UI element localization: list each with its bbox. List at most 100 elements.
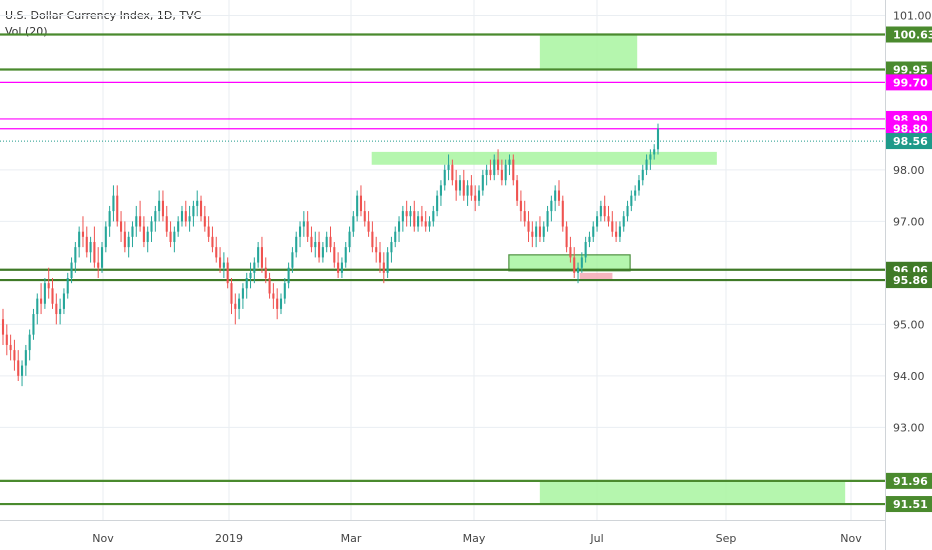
candle: [656, 123, 660, 155]
time-axis-tick-label: May: [463, 532, 486, 545]
candle: [169, 221, 172, 248]
price-level-badge-label: 99.95: [893, 64, 928, 77]
candle: [158, 190, 161, 222]
candle: [241, 283, 244, 309]
candle: [199, 195, 203, 222]
candle: [417, 211, 420, 232]
candle: [70, 257, 73, 284]
price-level-badge-bg: [886, 120, 932, 137]
candle-body: [5, 334, 8, 345]
candle-body: [226, 262, 229, 284]
candle: [401, 205, 404, 232]
candle-body: [199, 200, 203, 217]
candle-body: [538, 226, 541, 237]
candle: [139, 200, 142, 232]
candle-body: [497, 159, 500, 170]
candle-body: [127, 236, 130, 248]
candle: [203, 205, 206, 232]
candle-body: [397, 221, 401, 232]
price-level-badge-bg: [886, 61, 932, 78]
candle: [74, 241, 77, 273]
candle: [466, 180, 469, 206]
candle-body: [359, 195, 363, 212]
candle-body: [626, 205, 629, 217]
candle: [146, 226, 149, 253]
candle-body: [405, 211, 408, 217]
candle: [207, 216, 210, 242]
candle-body: [615, 231, 618, 237]
candle-body: [207, 226, 210, 237]
candle: [127, 231, 130, 258]
candle: [497, 149, 500, 176]
candle-body: [139, 216, 142, 227]
candle: [97, 247, 100, 279]
candle-body: [576, 267, 580, 273]
candle: [607, 205, 610, 227]
candle-body: [637, 180, 641, 191]
candle-body: [554, 190, 557, 201]
candle-body: [477, 190, 481, 201]
candle-body: [382, 262, 385, 273]
candle-body: [32, 314, 35, 335]
candle: [43, 278, 46, 309]
candle-body: [352, 216, 355, 232]
candle: [295, 231, 298, 258]
candle-body: [569, 247, 572, 258]
candle-body: [9, 344, 12, 351]
candle: [306, 211, 309, 242]
candle: [85, 226, 88, 258]
candle: [603, 195, 606, 222]
candle: [81, 216, 85, 248]
candle: [120, 211, 123, 242]
candle: [557, 180, 561, 206]
candle-body: [123, 231, 126, 248]
candle: [554, 185, 557, 212]
candle: [630, 190, 633, 212]
candle-body: [17, 360, 20, 376]
candle: [314, 231, 317, 258]
candle: [279, 293, 283, 315]
candle: [249, 262, 252, 289]
candle: [226, 257, 229, 289]
candle-body: [89, 241, 92, 253]
price-axis-tick-label: 93.00: [893, 421, 925, 434]
price-axis-tick-label: 94.00: [893, 370, 925, 383]
candle-body: [36, 298, 39, 315]
candle: [516, 175, 519, 206]
candle-body: [550, 200, 553, 212]
candle-body: [561, 200, 564, 227]
candle: [527, 211, 530, 242]
candle-body: [135, 216, 138, 227]
candle-body: [428, 221, 431, 227]
candle: [62, 288, 65, 315]
price-level-badge: 91.51: [886, 496, 932, 513]
candle: [108, 205, 111, 237]
candle: [432, 205, 435, 227]
candle-body: [81, 231, 85, 237]
candle-body: [28, 334, 31, 351]
candle: [230, 278, 233, 315]
zone-rectangle: [539, 34, 638, 70]
grid: [0, 0, 885, 520]
candle-body: [546, 211, 549, 227]
candle: [5, 324, 8, 356]
candle: [93, 226, 96, 268]
candle-body: [298, 226, 302, 237]
candle-body: [55, 303, 58, 315]
price-axis[interactable]: 101.00 98.00 97.00 95.00 94.00 93.00: [893, 9, 932, 434]
candle-body: [268, 278, 271, 294]
candle: [40, 283, 43, 315]
time-axis[interactable]: Nov 2019 Mar May Jul Sep Nov: [92, 532, 862, 545]
candle: [215, 236, 218, 263]
candle-body: [592, 226, 595, 237]
candle: [1, 308, 5, 345]
candle: [611, 211, 614, 237]
candle: [165, 205, 168, 237]
candle: [428, 216, 431, 232]
candle-body: [584, 241, 587, 258]
candle-body: [314, 241, 317, 248]
candle: [485, 164, 488, 186]
candle: [310, 226, 313, 253]
price-level-badge: 100.63: [886, 26, 932, 43]
